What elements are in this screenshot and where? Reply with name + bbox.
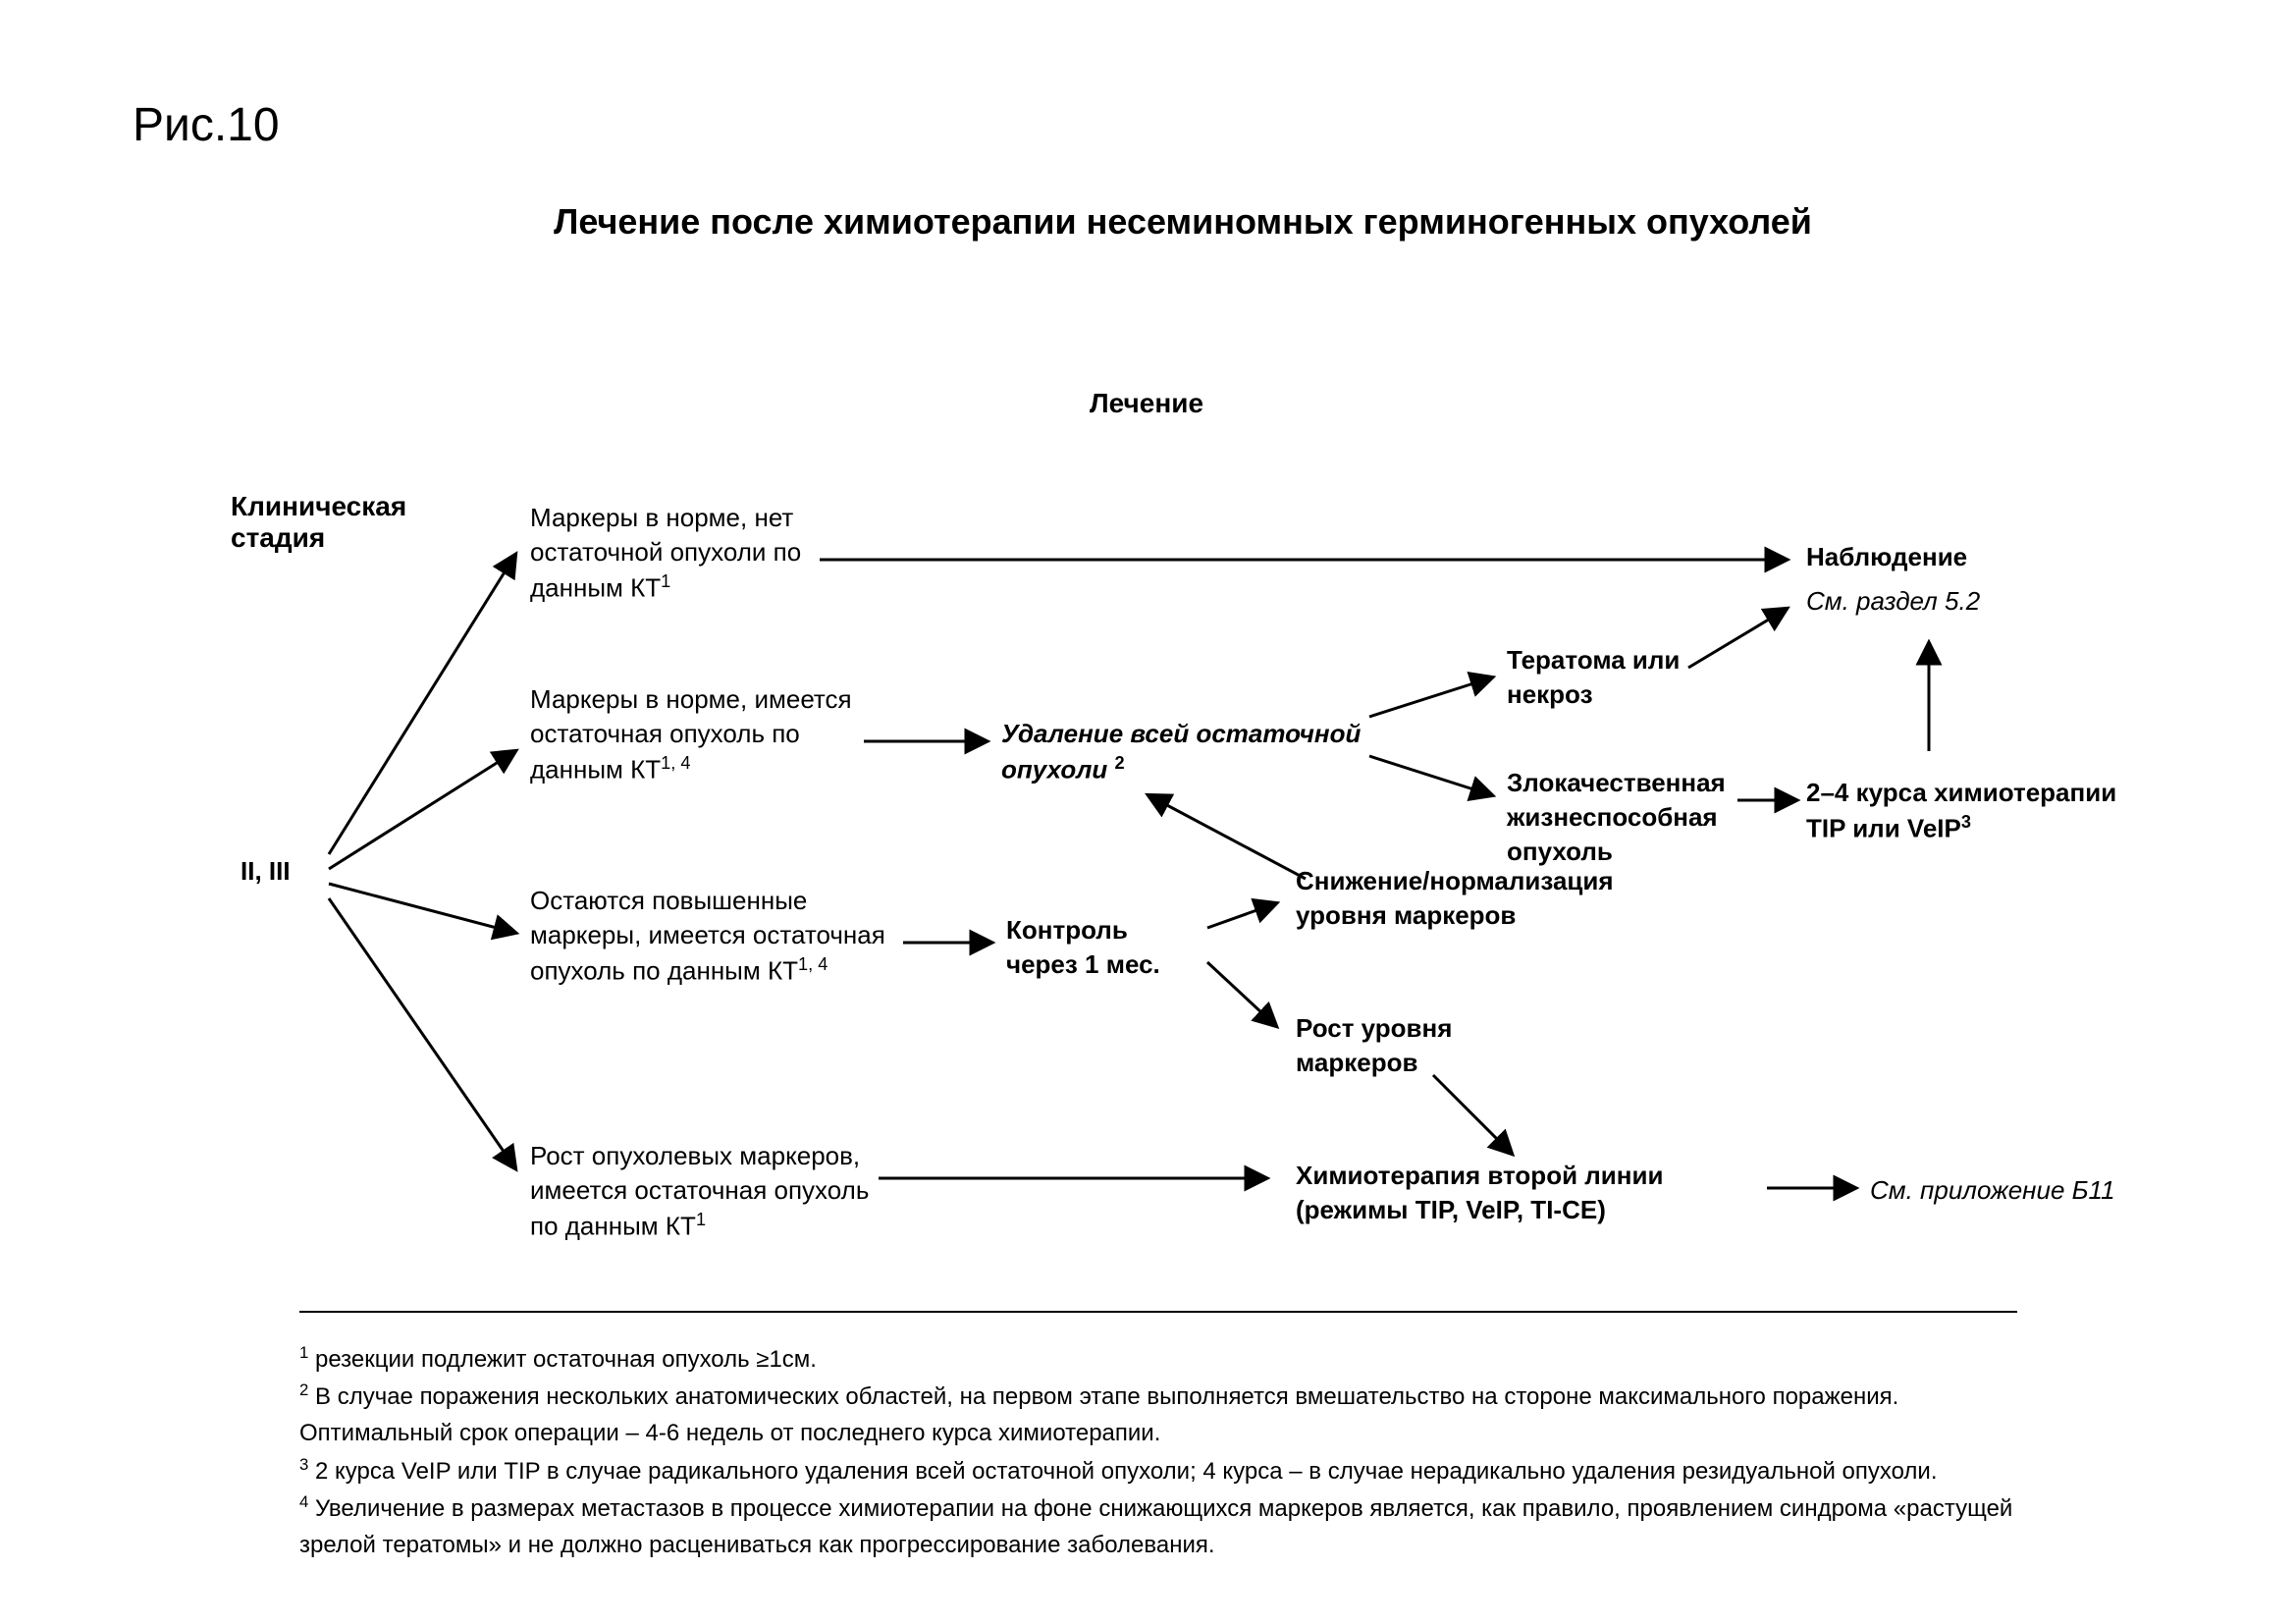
footnote-1: 1 резекции подлежит остаточная опухоль ≥… — [299, 1340, 2027, 1378]
node-resection: Удаление всей остаточной опухоли 2 — [1001, 717, 1364, 787]
node-markers-normal-no-residual: Маркеры в норме, нет остаточной опухоли … — [530, 501, 854, 606]
footnote-4: 4 Увеличение в размерах метастазов в про… — [299, 1489, 2027, 1563]
text: Удаление всей остаточной опухоли — [1001, 719, 1361, 785]
sup: 1, 4 — [661, 753, 690, 773]
sup: 2 — [1115, 753, 1125, 773]
page: Рис.10 Лечение после химиотерапии несеми… — [0, 0, 2296, 1624]
sup: 1 — [661, 571, 670, 591]
arrow — [1148, 795, 1306, 879]
node-second-line-chemo: Химиотерапия второй линии (режимы TIP, V… — [1296, 1159, 1767, 1227]
sup: 2 — [299, 1380, 308, 1399]
text: резекции подлежит остаточная опухоль ≥1с… — [315, 1346, 817, 1373]
node-markers-elevated-residual: Остаются повышенные маркеры, имеется ост… — [530, 884, 923, 989]
node-see-b11: См. приложение Б11 — [1870, 1173, 2115, 1208]
column-header-stage: Клиническая стадия — [231, 491, 437, 554]
text: Маркеры в норме, имеется остаточная опух… — [530, 684, 852, 785]
arrow — [1369, 677, 1492, 717]
node-control-1mo: Контроль через 1 мес. — [1006, 913, 1202, 982]
diagram-title: Лечение после химиотерапии несеминомных … — [471, 201, 1895, 243]
sup: 1 — [299, 1343, 308, 1362]
node-markers-normal-residual: Маркеры в норме, имеется остаточная опух… — [530, 682, 874, 787]
arrow — [1207, 903, 1276, 928]
node-observation: Наблюдение — [1806, 540, 1967, 574]
text: В случае поражения нескольких анатомичес… — [299, 1383, 1898, 1446]
node-teratoma-necrosis: Тератома или некроз — [1507, 643, 1723, 712]
arrow — [329, 898, 515, 1168]
stage-label: II, III — [240, 854, 291, 889]
arrow — [329, 555, 515, 854]
footnote-2: 2 В случае поражения нескольких анатомич… — [299, 1378, 2027, 1451]
sup: 1, 4 — [798, 954, 828, 974]
sup: 3 — [1961, 812, 1971, 832]
node-marker-increase: Рост уровня маркеров — [1296, 1011, 1512, 1080]
treatment-subtitle: Лечение — [1090, 388, 1203, 419]
sup: 4 — [299, 1492, 308, 1511]
arrow — [1369, 756, 1492, 795]
figure-label: Рис.10 — [133, 98, 280, 152]
footnote-separator — [299, 1311, 2017, 1313]
text: Увеличение в размерах метастазов в проце… — [299, 1495, 2012, 1558]
node-chemo-24: 2–4 курса химиотерапии TIP или VeIP3 — [1806, 776, 2120, 846]
node-viable-tumor: Злокачественная жизнеспособная опухоль — [1507, 766, 1742, 869]
arrow — [1433, 1075, 1512, 1154]
arrow — [1207, 962, 1276, 1026]
footnotes: 1 резекции подлежит остаточная опухоль ≥… — [299, 1340, 2027, 1563]
sup: 1 — [696, 1210, 706, 1229]
arrow — [329, 751, 515, 869]
footnote-3: 3 2 курса VeIP или TIP в случае радикаль… — [299, 1452, 2027, 1489]
sup: 3 — [299, 1455, 308, 1474]
arrow — [329, 884, 515, 933]
text: 2 курса VeIP или TIP в случае радикально… — [315, 1458, 1937, 1485]
node-see-52: См. раздел 5.2 — [1806, 584, 1980, 619]
text: 2–4 курса химиотерапии TIP или VeIP — [1806, 778, 2116, 843]
text: Остаются повышенные маркеры, имеется ост… — [530, 886, 885, 986]
node-marker-decrease: Снижение/нормализация уровня маркеров — [1296, 864, 1639, 933]
node-markers-growth-residual: Рост опухолевых маркеров, имеется остато… — [530, 1139, 903, 1244]
